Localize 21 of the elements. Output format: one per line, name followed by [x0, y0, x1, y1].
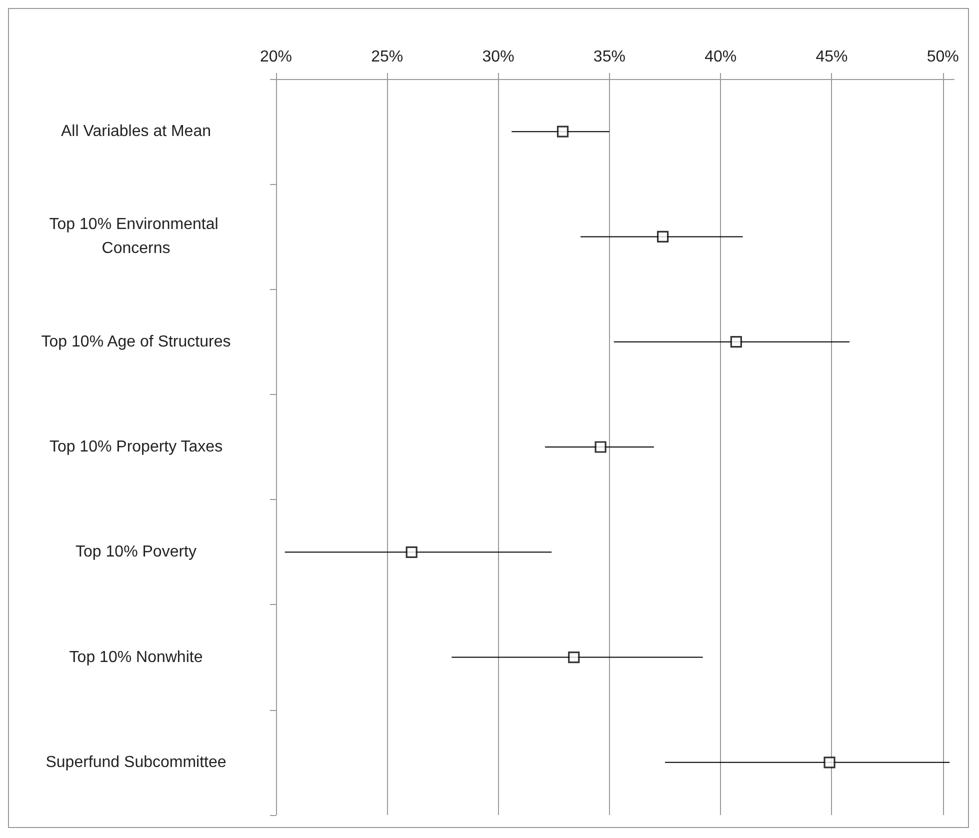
- y-tick-label: Top 10% Poverty: [76, 544, 196, 561]
- point: [406, 546, 418, 558]
- y-tick-label: Top 10% Nonwhite: [69, 648, 203, 666]
- y-tick-label: Top 10% Age of Structures: [41, 333, 231, 350]
- y-tick-label: Superfund Subcommittee: [46, 754, 226, 771]
- x-tick-label: 25%: [371, 48, 404, 66]
- point: [594, 441, 606, 453]
- y-tick-label: All Variables at Mean: [61, 123, 211, 140]
- point: [568, 651, 580, 664]
- y-tick-label: Top 10% Property Taxes: [49, 438, 223, 456]
- point: [730, 336, 742, 348]
- y-tick-label: Top 10% Environmental Concerns: [49, 216, 223, 258]
- x-tick-label: 50%: [926, 48, 959, 66]
- x-tick-label: 30%: [482, 48, 514, 66]
- x-tick-label: 45%: [816, 48, 848, 66]
- x-tick-label: 35%: [593, 48, 626, 66]
- point: [656, 230, 669, 243]
- point: [824, 756, 836, 768]
- x-tick-label: 40%: [704, 48, 737, 66]
- point: [556, 126, 569, 138]
- x-tick-label: 20%: [260, 48, 292, 66]
